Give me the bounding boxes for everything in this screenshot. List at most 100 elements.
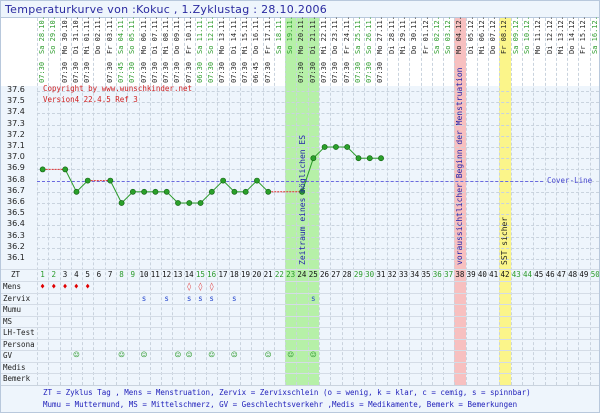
- grid-hline: [37, 135, 599, 137]
- grid-vline: [499, 18, 501, 385]
- grid-hline: [37, 147, 599, 148]
- row-line: [1, 338, 599, 340]
- y-tick-label: 36.9: [7, 163, 25, 173]
- curve-segment: [64, 169, 77, 193]
- grid-vline: [364, 18, 366, 385]
- temp-point[interactable]: [107, 177, 114, 184]
- grid-vline: [37, 18, 38, 385]
- temp-point[interactable]: [84, 177, 91, 184]
- temp-point[interactable]: [197, 200, 204, 206]
- zt-day-39: 39: [466, 270, 476, 279]
- temp-point[interactable]: [62, 166, 69, 173]
- temp-point[interactable]: [175, 200, 181, 206]
- row-label-bemerk: Bemerk: [3, 374, 31, 383]
- temp-point[interactable]: [231, 188, 238, 195]
- grid-vline: [104, 18, 106, 385]
- version-text: Version4 22.4.5 Ref 3: [43, 95, 138, 104]
- y-tick-label: 36.7: [7, 185, 25, 195]
- temp-point[interactable]: [186, 200, 193, 206]
- gv-smiley-icon: ☺: [141, 350, 148, 361]
- zt-day-18: 18: [229, 270, 239, 279]
- temp-point[interactable]: [73, 188, 80, 195]
- temp-point[interactable]: [129, 188, 136, 195]
- row-line: [1, 361, 599, 363]
- grid-vline: [544, 18, 546, 385]
- zt-day-30: 30: [365, 270, 375, 279]
- temp-point[interactable]: [321, 144, 328, 150]
- temp-point[interactable]: [366, 155, 373, 162]
- zt-day-49: 49: [579, 270, 589, 279]
- temp-point[interactable]: [378, 155, 384, 162]
- zervix-mark: s: [198, 293, 203, 303]
- zt-day-19: 19: [241, 270, 251, 279]
- temp-point[interactable]: [299, 188, 305, 195]
- zervix-mark: s: [231, 293, 237, 303]
- row-line: [1, 269, 599, 270]
- grid-hline: [37, 203, 599, 204]
- curve-segment: [109, 180, 123, 204]
- grid-hline: [37, 91, 599, 92]
- zt-day-42: 42: [500, 270, 510, 279]
- temp-point[interactable]: [333, 144, 339, 150]
- grid-hline: [37, 191, 599, 193]
- temp-point[interactable]: [220, 177, 227, 184]
- temp-point[interactable]: [39, 166, 46, 173]
- grid-hline: [37, 124, 599, 126]
- temp-point[interactable]: [152, 188, 159, 195]
- zt-day-28: 28: [342, 270, 352, 279]
- row-label-medis: Medis: [3, 362, 26, 372]
- row-label-ms: MS: [3, 316, 13, 326]
- grid-vline: [240, 18, 242, 385]
- grid-vline: [127, 18, 129, 385]
- grid-vline: [262, 18, 264, 385]
- grid-hline: [37, 113, 599, 115]
- row-line: [1, 281, 599, 282]
- temp-point[interactable]: [265, 188, 272, 195]
- gv-smiley-icon: ☺: [310, 350, 317, 361]
- temp-point[interactable]: [355, 155, 362, 162]
- temp-point[interactable]: [118, 200, 125, 206]
- grid-vline: [375, 18, 377, 385]
- zt-day-10: 10: [139, 270, 149, 279]
- legend-area: [1, 385, 599, 412]
- zt-day-24: 24: [297, 270, 307, 279]
- zt-day-32: 32: [387, 270, 397, 279]
- temp-point[interactable]: [163, 188, 170, 195]
- zt-day-38: 38: [455, 270, 465, 279]
- y-tick-label: 36.6: [7, 197, 25, 206]
- grid-vline: [285, 18, 287, 385]
- zt-day-17: 17: [218, 270, 228, 279]
- temp-point[interactable]: [141, 188, 148, 195]
- row-label-zervix: Zervix: [3, 293, 31, 303]
- y-tick-label: 37.5: [7, 96, 25, 106]
- zt-day-8: 8: [119, 270, 124, 279]
- grid-vline: [217, 18, 219, 385]
- temp-point[interactable]: [208, 188, 215, 195]
- gv-smiley-icon: ☺: [186, 350, 193, 361]
- zervix-mark: s: [186, 293, 192, 303]
- grid-vline: [59, 18, 61, 385]
- y-tick-label: 36.3: [7, 230, 25, 240]
- zt-day-35: 35: [421, 270, 431, 279]
- temp-point[interactable]: [254, 177, 260, 184]
- temp-point[interactable]: [310, 155, 317, 162]
- y-tick-label: 37.0: [7, 152, 25, 162]
- zervix-mark: s: [310, 293, 316, 303]
- grid-vline: [296, 18, 298, 385]
- mens-light-drop-icon: ◊: [186, 282, 192, 291]
- zt-day-16: 16: [207, 270, 217, 279]
- legend-line-2: Mumu = Muttermund, MS = Mittelschmerz, G…: [43, 400, 518, 409]
- zt-day-46: 46: [545, 270, 555, 279]
- zt-day-6: 6: [96, 270, 102, 279]
- zt-day-11: 11: [150, 270, 160, 279]
- y-tick-label: 37.3: [7, 118, 25, 128]
- mens-light-drop-icon: ◊: [209, 282, 215, 291]
- temp-point[interactable]: [242, 188, 249, 195]
- temp-point[interactable]: [344, 144, 351, 150]
- row-line: [1, 315, 599, 317]
- zt-day-44: 44: [523, 270, 533, 279]
- zt-day-50: 50: [590, 270, 600, 279]
- gv-smiley-icon: ☺: [231, 350, 238, 361]
- grid-vline: [206, 18, 208, 385]
